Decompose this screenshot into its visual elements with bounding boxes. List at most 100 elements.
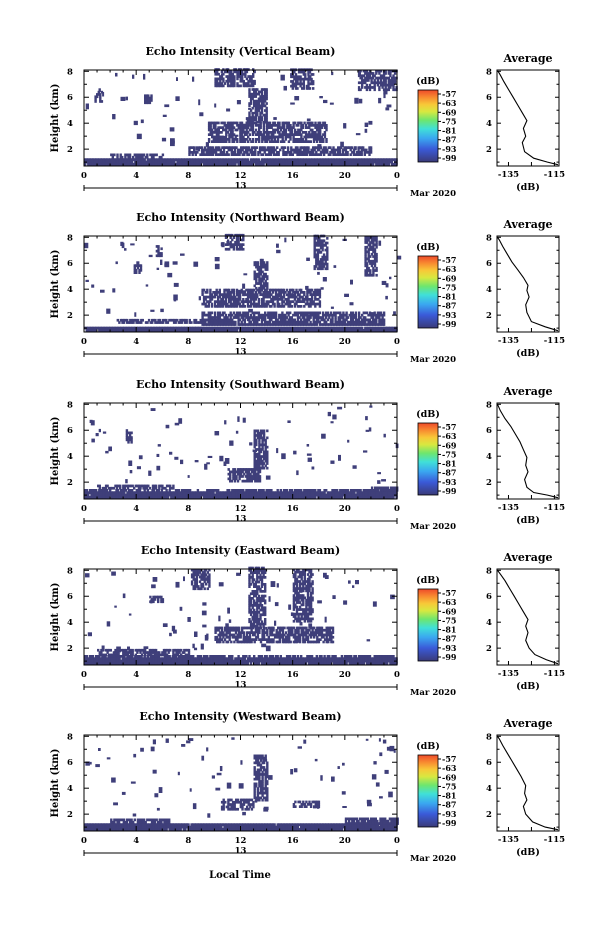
echo-cell (250, 78, 252, 81)
echo-cell (359, 489, 361, 492)
echo-cell (224, 82, 226, 85)
echo-cell (206, 142, 209, 147)
echo-cell (162, 321, 164, 324)
y-tick-label: 6 (67, 93, 73, 103)
echo-cell (258, 102, 260, 105)
profile-y-tick-label: 8 (486, 233, 492, 243)
echo-cell (134, 267, 136, 270)
echo-cell (105, 487, 107, 490)
echo-cell (126, 97, 128, 101)
echo-cell (372, 72, 374, 75)
echo-cell (372, 246, 374, 249)
echo-cell (112, 114, 115, 119)
echo-cell (258, 93, 260, 96)
echo-cell (282, 136, 284, 139)
echo-cell (302, 138, 304, 141)
echo-cell (278, 122, 280, 125)
echo-cell (368, 74, 370, 77)
x-tick-label: 20 (339, 171, 351, 181)
echo-cell (248, 319, 250, 322)
echo-cell (297, 291, 299, 294)
echo-cell (305, 138, 307, 141)
echo-cell (155, 487, 157, 490)
echo-cell (273, 298, 277, 301)
echo-cell (262, 163, 264, 166)
echo-cell (342, 312, 344, 315)
echo-cell (265, 273, 267, 276)
echo-cell (176, 77, 178, 81)
echo-cell (350, 302, 354, 305)
profile-line (498, 71, 558, 164)
echo-cell (243, 80, 245, 83)
echo-cell (99, 93, 101, 96)
echo-cell (312, 83, 314, 86)
echo-cell (318, 240, 321, 245)
echo-cell (347, 316, 349, 319)
echo-cell (374, 84, 376, 87)
echo-cell (372, 272, 374, 275)
echo-cell (323, 153, 325, 156)
echo-cell (321, 260, 323, 263)
echo-cell (329, 146, 331, 149)
echo-cell (258, 319, 260, 322)
echo-cell (165, 319, 167, 322)
echo-cell (259, 291, 261, 294)
y-tick-label: 2 (67, 145, 73, 155)
echo-cell (324, 133, 326, 136)
x-tick-label: 0 (81, 171, 87, 181)
echo-cell (254, 82, 256, 85)
x-tick-label: 12 (235, 171, 247, 181)
echo-cell (345, 314, 347, 317)
echo-cell (121, 156, 123, 159)
echo-cell (295, 303, 297, 306)
echo-cell (298, 298, 300, 301)
echo-cell (239, 298, 241, 301)
echo-cell (368, 267, 370, 270)
echo-cell (287, 146, 289, 149)
echo-cell (210, 124, 212, 127)
echo-cell (243, 153, 245, 156)
panel-2: Echo Intensity (Northward Beam)2468Heigh… (50, 211, 565, 365)
echo-cell (222, 126, 224, 129)
echo-cell (313, 300, 315, 303)
echo-cell (143, 154, 145, 157)
echo-cell (354, 98, 358, 104)
echo-cell (230, 71, 232, 74)
echo-cell (325, 138, 327, 141)
echo-cell (284, 86, 288, 91)
echo-cell (233, 289, 235, 292)
echo-cell (311, 296, 313, 299)
echo-cell (283, 140, 285, 143)
echo-cell (225, 298, 227, 301)
echo-cell (378, 86, 380, 89)
echo-cell (280, 489, 282, 492)
echo-cell (368, 121, 372, 125)
echo-cell (147, 485, 149, 488)
echo-cell (247, 82, 249, 85)
echo-cell (302, 126, 304, 129)
echo-cell (252, 114, 254, 117)
echo-cell (206, 291, 208, 294)
echo-cell (116, 156, 118, 159)
echo-cell (164, 263, 166, 266)
echo-cell (126, 319, 128, 322)
echo-cell (394, 72, 396, 75)
echo-cell (371, 265, 373, 268)
echo-cell (120, 154, 122, 157)
echo-cell (149, 101, 151, 104)
echo-cell (321, 249, 323, 252)
echo-cell (266, 121, 268, 124)
echo-cell (214, 312, 216, 315)
echo-cell (339, 149, 341, 152)
echo-cell (392, 496, 394, 499)
echo-cell (267, 133, 269, 136)
echo-cell (229, 473, 231, 476)
echo-cell (369, 255, 371, 258)
echo-cell (221, 73, 223, 76)
echo-cell (163, 115, 167, 117)
echo-cell (247, 303, 249, 306)
echo-cell (135, 271, 137, 274)
echo-cell (267, 303, 269, 306)
x-tick-label: 8 (185, 171, 191, 181)
echo-cell (340, 142, 344, 147)
